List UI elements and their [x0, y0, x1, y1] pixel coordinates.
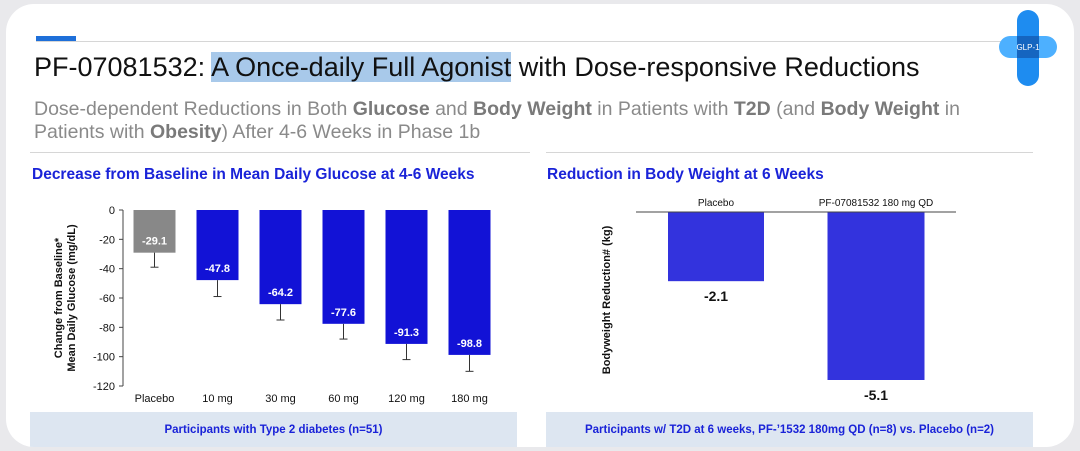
bar — [448, 210, 491, 355]
subtitle-bold: T2D — [733, 98, 771, 120]
bar-value-label: -29.1 — [142, 236, 167, 248]
page-subtitle: Dose-dependent Reductions in Both Glucos… — [34, 98, 1034, 144]
right-panel-footer: Participants w/ T2D at 6 weeks, PF-’1532… — [546, 412, 1033, 447]
bar-value-label: -98.8 — [457, 338, 482, 350]
x-tick-label: 120 mg — [388, 393, 425, 405]
y-tick-label: -100 — [93, 352, 115, 364]
accent-bar — [36, 36, 76, 41]
bar-value-label: -2.1 — [704, 288, 728, 304]
subtitle-text: in Patients with — [591, 98, 734, 120]
y-tick-label: -60 — [99, 293, 115, 305]
page-title: PF-07081532: A Once-daily Full Agonist w… — [34, 52, 920, 83]
body-weight-chart: Bodyweight Reduction# (kg) Placebo -2.1 PF-… — [601, 198, 956, 403]
subtitle-bold: Obesity — [149, 121, 222, 143]
bar — [259, 210, 302, 305]
bar-value-label: -64.2 — [268, 287, 293, 299]
subtitle-text: and — [429, 98, 474, 120]
y-tick-label: 0 — [109, 205, 115, 217]
right-panel-divider — [546, 152, 1033, 153]
left-panel-footer: Participants with Type 2 diabetes (n=51) — [30, 412, 517, 447]
category-label: PF-07081532 180 mg QD — [819, 198, 934, 209]
bar-value-label: -47.8 — [205, 263, 230, 275]
bar — [827, 212, 925, 380]
subtitle-text: in Patients with — [34, 98, 960, 143]
logo-text: GLP-1 — [1016, 43, 1040, 52]
glucose-chart: Change from Baseline*Mean Daily Glucose … — [53, 205, 491, 405]
subtitle-bold: Body Weight — [820, 98, 940, 120]
category-label: Placebo — [698, 198, 735, 209]
subtitle-text: Dose-dependent Reductions in Both — [34, 98, 353, 120]
title-suffix: with Dose-responsive Reductions — [511, 52, 920, 82]
bar-value-label: -91.3 — [394, 327, 419, 339]
y-tick-label: -20 — [99, 234, 115, 246]
header-divider — [36, 41, 1038, 42]
slide: PF-07081532: A Once-daily Full Agonist w… — [6, 4, 1074, 447]
left-panel-divider — [30, 152, 530, 153]
x-tick-label: 10 mg — [202, 393, 233, 405]
x-tick-label: Placebo — [135, 393, 175, 405]
title-highlight: A Once-daily Full Agonist — [211, 52, 512, 82]
bar — [385, 210, 428, 344]
bar — [196, 210, 239, 281]
bar — [668, 212, 764, 282]
bar-value-label: -5.1 — [864, 387, 888, 403]
subtitle-text: ) After 4-6 Weeks in Phase 1b — [221, 121, 481, 143]
glp1-logo: GLP-1 — [997, 10, 1057, 90]
subtitle-bold: Glucose — [352, 98, 430, 120]
title-prefix: PF-07081532: — [34, 52, 212, 82]
y-tick-label: -80 — [99, 322, 115, 334]
left-panel-title: Decrease from Baseline in Mean Daily Glu… — [32, 166, 475, 183]
subtitle-text: (and — [770, 98, 821, 120]
y-axis-label: Bodyweight Reduction# (kg) — [601, 225, 613, 374]
right-panel-title: Reduction in Body Weight at 6 Weeks — [547, 166, 824, 183]
y-axis-label: Change from Baseline*Mean Daily Glucose … — [53, 224, 78, 372]
y-tick-label: -40 — [99, 264, 115, 276]
x-tick-label: 60 mg — [328, 393, 359, 405]
bar — [322, 210, 365, 324]
x-tick-label: 180 mg — [451, 393, 488, 405]
subtitle-bold: Body Weight — [473, 98, 592, 120]
x-tick-label: 30 mg — [265, 393, 296, 405]
bar-value-label: -77.6 — [331, 307, 356, 319]
y-tick-label: -120 — [93, 381, 115, 393]
bar — [133, 210, 176, 253]
